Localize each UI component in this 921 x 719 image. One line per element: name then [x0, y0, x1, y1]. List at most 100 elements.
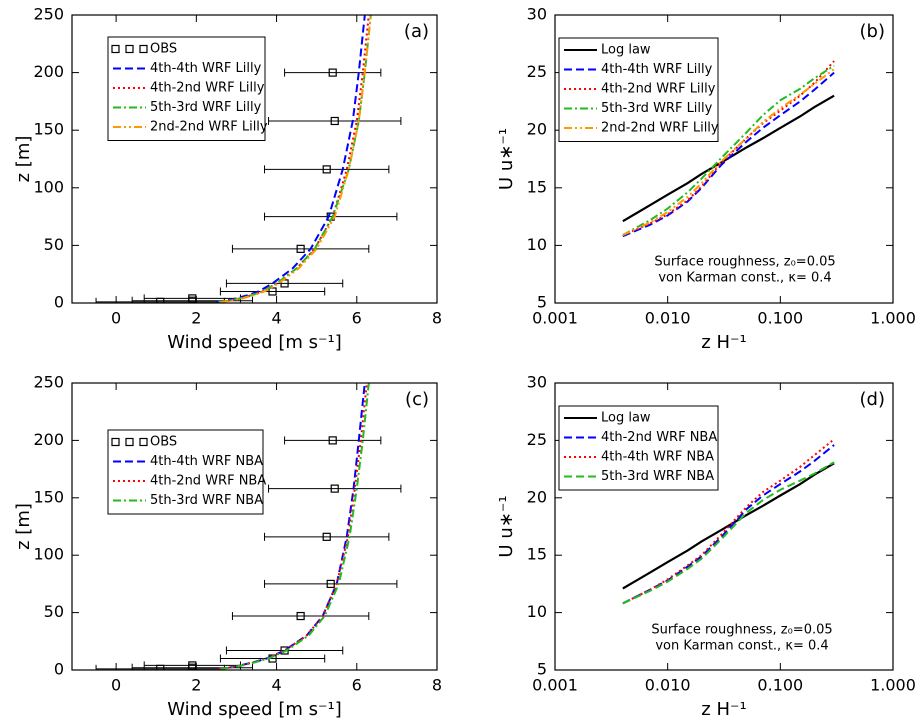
series-line: [622, 68, 835, 236]
series-line: [218, 15, 372, 303]
x-tick-label: 8: [432, 676, 442, 695]
x-tick-label: 1.000: [870, 676, 916, 695]
legend-label: 5th-3rd WRF Lilly: [601, 101, 713, 116]
legend-label: 5th-3rd WRF NBA: [601, 469, 714, 484]
y-tick-label: 5: [537, 293, 547, 312]
panel-label: (a): [404, 21, 429, 42]
y-tick-label: 200: [33, 62, 64, 81]
y-tick-label: 25: [527, 62, 547, 81]
panel: 0.001 0.010 0.100 1.000 5 10 15 20 25 30 z H⁻¹ U u∗…: [496, 373, 916, 719]
annotation: Surface roughness, z₀=0.05: [651, 623, 832, 638]
legend-marker: [139, 44, 148, 54]
y-tick-label: 10: [527, 602, 547, 621]
y-tick-label: 30: [527, 5, 547, 24]
legend-label: 4th-2nd WRF NBA: [601, 430, 717, 445]
x-tick-label: 4: [271, 676, 281, 695]
series-line: [622, 71, 835, 238]
x-axis-label: z H⁻¹: [701, 699, 746, 719]
x-tick-label: 0.010: [645, 309, 691, 328]
x-tick-label: 0: [111, 309, 121, 328]
legend-label: OBS: [150, 435, 177, 450]
x-tick-label: 0.100: [757, 676, 803, 695]
legend-box: [558, 405, 719, 491]
panel-label: (b): [860, 21, 885, 42]
panel-label: (d): [860, 389, 885, 410]
legend-label: 4th-2nd WRF Lilly: [601, 82, 716, 97]
legend-label: 4th-2nd WRF NBA: [150, 474, 266, 489]
obs-marker: [330, 116, 339, 126]
y-tick-label: 200: [33, 430, 64, 449]
y-tick-label: 15: [527, 177, 547, 196]
legend-label: 4th-4th WRF Lilly: [150, 61, 262, 76]
obs-marker: [296, 244, 305, 253]
y-tick-label: 150: [33, 487, 64, 506]
x-tick-label: 0: [111, 676, 121, 695]
y-tick-label: 250: [33, 5, 64, 24]
y-tick-label: 20: [527, 120, 547, 139]
obs-marker: [156, 297, 165, 303]
x-tick-label: 0.001: [532, 676, 578, 695]
obs-marker: [328, 436, 337, 445]
plot-frame: [71, 382, 438, 671]
legend-marker: [111, 44, 120, 54]
legend-marker: [139, 437, 148, 447]
series-line: [218, 383, 368, 670]
legend-marker: [125, 44, 134, 54]
x-tick-label: 1.000: [870, 309, 916, 328]
legend-marker: [125, 437, 134, 447]
legend-label: 5th-3rd WRF NBA: [150, 493, 263, 508]
y-tick-label: 5: [537, 660, 547, 679]
y-axis-label: z [m]: [13, 503, 34, 550]
legend-marker: [111, 437, 120, 447]
x-tick-label: 2: [191, 676, 201, 695]
x-tick-label: 8: [432, 309, 442, 328]
y-axis-label: U u∗⁻¹: [496, 128, 517, 190]
y-tick-label: 100: [33, 177, 64, 196]
obs-marker: [296, 611, 305, 621]
x-tick-label: 0.001: [532, 309, 578, 328]
legend-label: 4th-4th WRF NBA: [601, 450, 714, 465]
legend-label: 4th-2nd WRF Lilly: [150, 81, 265, 96]
y-tick-label: 0: [54, 660, 64, 679]
x-axis-label: Wind speed [m s⁻¹]: [167, 699, 341, 719]
annotation: von Karman const., κ= 0.4: [655, 639, 828, 654]
plot-frame: [554, 14, 894, 304]
y-tick-label: 150: [33, 120, 64, 139]
series-line: [622, 444, 835, 605]
y-tick-label: 0: [54, 293, 64, 312]
obs-marker: [322, 532, 331, 541]
y-tick-label: 250: [33, 373, 64, 392]
x-axis-label: Wind speed [m s⁻¹]: [167, 332, 341, 353]
y-tick-label: 50: [44, 235, 64, 254]
legend-label: 4th-4th WRF NBA: [150, 454, 263, 469]
annotation: Surface roughness, z₀=0.05: [654, 255, 835, 270]
y-axis-label: z [m]: [13, 136, 34, 183]
y-tick-label: 15: [527, 545, 547, 564]
legend-label: 4th-4th WRF Lilly: [601, 62, 713, 77]
x-axis-label: z H⁻¹: [701, 332, 746, 353]
series-line: [220, 383, 370, 670]
obs-marker: [330, 484, 339, 493]
series-group: [95, 15, 402, 303]
obs-marker: [328, 68, 337, 77]
legend-label: 2nd-2nd WRF Lilly: [601, 121, 719, 136]
plot-frame: [554, 382, 894, 671]
series-group: [95, 383, 402, 670]
y-tick-label: 25: [527, 430, 547, 449]
legend-label: Log law: [601, 43, 651, 58]
x-tick-label: 4: [271, 309, 281, 328]
obs-marker: [188, 663, 197, 670]
x-tick-label: 0.010: [645, 676, 691, 695]
y-tick-label: 20: [527, 487, 547, 506]
y-tick-label: 100: [33, 545, 64, 564]
series-line: [622, 60, 835, 236]
y-tick-label: 30: [527, 373, 547, 392]
legend-label: 2nd-2nd WRF Lilly: [150, 120, 268, 135]
panel: 0.001 0.010 0.100 1.000 5 10 15 20 25 30 z H⁻¹ U u∗…: [496, 5, 916, 354]
series-line: [622, 94, 835, 223]
annotation: von Karman const., κ= 0.4: [658, 271, 831, 286]
panel: 0 2 4 6 8 0 50 100 150 200 250 Wind speed [m s⁻¹] z …: [13, 5, 442, 354]
obs-marker: [188, 296, 197, 303]
series-line: [622, 64, 835, 236]
plot-frame: [71, 14, 438, 304]
